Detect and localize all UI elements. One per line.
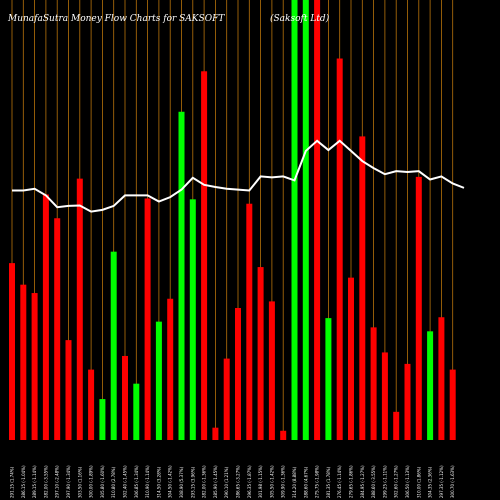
tick-label: 286.15 (-1.04%)	[21, 465, 26, 498]
bar	[144, 198, 151, 440]
bar	[325, 318, 332, 440]
x-tick-labels: 291.15 (1.74%) 286.15 (-1.04%) 289.15 (-…	[10, 465, 456, 498]
tick-label: 302.60 (-1.27%)	[394, 465, 399, 498]
tick-label: 290.10 (1.21%)	[224, 466, 229, 498]
bar	[280, 430, 287, 440]
bar	[178, 111, 185, 440]
bar	[449, 369, 456, 440]
tick-label: 302.40 (-1.45%)	[123, 465, 128, 498]
tick-label: 286.65 (-3.27%)	[236, 465, 241, 498]
bar	[370, 327, 377, 440]
bar	[88, 369, 95, 440]
bar	[246, 203, 253, 440]
tick-label: 304.50 (-1.42%)	[168, 465, 173, 498]
bar	[359, 136, 366, 440]
tick-label: 279.65 (-1.86%)	[349, 465, 354, 498]
bar	[99, 399, 106, 440]
tick-label: 301.98 (-1.15%)	[258, 465, 263, 498]
tick-label: 281.35 (1.78%)	[326, 466, 331, 498]
tick-label: 293.15 (3.96%)	[190, 466, 195, 498]
tick-label: 275.75 (-1.98%)	[315, 465, 320, 498]
bar	[20, 284, 27, 440]
bar	[393, 411, 400, 440]
tick-label: 284.95 (-1.27%)	[360, 465, 365, 498]
tick-label: 288.60 (-3.55%)	[371, 465, 376, 498]
tick-label: 291.15 (1.74%)	[10, 466, 15, 498]
bar	[336, 58, 343, 441]
tick-label: 300.00 (-1.89%)	[89, 465, 94, 498]
bar	[76, 178, 83, 440]
bar	[314, 0, 321, 440]
bar	[268, 301, 275, 440]
bar	[348, 277, 354, 440]
bar	[291, 0, 298, 440]
bar	[257, 267, 264, 440]
bar	[381, 352, 388, 440]
tick-label: 303.50 (1.16%)	[77, 466, 82, 498]
tick-label: 310.90 (-1.14%)	[145, 465, 150, 498]
bars	[9, 0, 456, 441]
bar	[427, 331, 434, 440]
bar	[110, 251, 117, 440]
tick-label: 300.70 (-1.63%)	[450, 465, 455, 498]
bar	[167, 298, 174, 440]
tick-label: 310.80 (2.78%)	[111, 466, 116, 498]
tick-label: 276.45 (-1.14%)	[337, 465, 342, 498]
tick-label: 308.90 (5.37%)	[179, 466, 184, 498]
tick-label: 305.80 (-1.60%)	[100, 465, 105, 498]
tick-label: 282.00 (-3.55%)	[43, 465, 48, 498]
bar	[65, 340, 72, 440]
tick-label: 306.50 (-1.13%)	[405, 465, 410, 498]
bar	[415, 176, 422, 440]
tick-label: 297.10 (-2.48%)	[55, 465, 60, 498]
tick-label: 305.50 (-1.42%)	[269, 465, 274, 498]
tick-label: 299.25 (-1.11%)	[382, 465, 387, 498]
tick-label: 297.35 (-1.12%)	[439, 465, 444, 498]
tick-label: 288.60 (4.67%)	[303, 466, 308, 498]
tick-label: 304.35 (2.36%)	[428, 466, 433, 498]
bar	[155, 321, 162, 440]
tick-label: 289.15 (-1.14%)	[32, 465, 37, 498]
tick-label: 296.35 (-1.87%)	[247, 465, 252, 498]
bar	[133, 383, 140, 440]
tick-label: 285.90 (-1.45%)	[213, 465, 218, 498]
tick-label: 314.50 (3.28%)	[156, 466, 161, 498]
bar	[122, 355, 128, 440]
tick-label: 314.20 (8.88%)	[292, 466, 297, 498]
bar	[438, 317, 445, 440]
bar	[201, 71, 208, 440]
bar	[189, 199, 196, 440]
bar	[235, 308, 241, 440]
chart-subtitle: (Saksoft Ltd)	[270, 13, 330, 24]
bar	[42, 194, 49, 440]
tick-label: 306.85 (-1.34%)	[134, 465, 139, 498]
bar	[223, 358, 230, 440]
tick-label: 297.90 (-1.34%)	[66, 465, 71, 498]
chart-title: MunafaSutra Money Flow Charts for SAKSOF…	[7, 14, 225, 24]
money-flow-line	[12, 139, 465, 213]
bar	[302, 0, 309, 440]
tick-label: 309.90 (-1.36%)	[281, 465, 286, 498]
bar	[9, 263, 15, 440]
bar	[404, 363, 411, 440]
bar	[31, 293, 38, 440]
bar	[212, 427, 219, 440]
bar	[54, 218, 61, 440]
tick-label: 282.00 (-1.36%)	[202, 465, 207, 498]
tick-label: 310.00 (1.86%)	[416, 466, 421, 498]
